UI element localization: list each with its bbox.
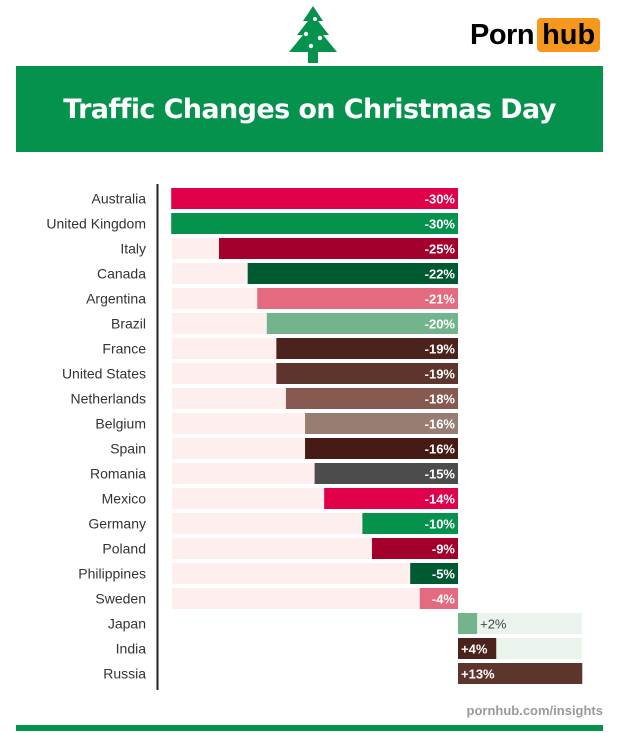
value-label: +2% [480, 617, 507, 632]
value-label: -16% [425, 442, 456, 457]
bar [419, 588, 458, 609]
category-label: Sweden [95, 591, 146, 607]
bar-chart: Australia -30% United Kingdom -30% Italy -25%… [46, 184, 583, 690]
bar [458, 613, 478, 634]
category-label: Poland [102, 541, 146, 557]
bar [285, 388, 458, 409]
category-label: Netherlands [71, 391, 147, 407]
bar [324, 488, 458, 509]
value-label: -19% [425, 342, 456, 357]
category-label: Mexico [102, 491, 147, 507]
category-label: Belgium [95, 416, 146, 432]
value-label: +4% [461, 642, 488, 657]
bar [219, 238, 458, 259]
category-label: Australia [92, 191, 147, 207]
logo-text-porn: Porn [470, 18, 535, 51]
bar-track [172, 588, 458, 609]
bar [458, 663, 583, 684]
logo-text-hub: hub [537, 18, 601, 52]
value-label: +13% [461, 667, 495, 682]
category-label: Philippines [78, 566, 146, 582]
value-label: -10% [425, 517, 456, 532]
bar-track [458, 613, 582, 634]
christmas-tree-icon [289, 6, 337, 63]
value-label: -14% [425, 492, 456, 507]
value-label: -16% [425, 417, 456, 432]
value-label: -9% [432, 542, 456, 557]
category-label: Japan [108, 616, 146, 632]
value-label: -21% [425, 292, 456, 307]
bar [305, 438, 458, 459]
category-label: India [116, 641, 147, 657]
category-label: Russia [103, 666, 146, 682]
bar [305, 413, 458, 434]
value-label: -30% [425, 217, 456, 232]
value-label: -20% [425, 317, 456, 332]
chart-title: Traffic Changes on Christmas Day [63, 93, 556, 125]
bar-track [172, 563, 458, 584]
bar [276, 363, 458, 384]
title-banner: Traffic Changes on Christmas Day [16, 66, 603, 152]
value-label: -30% [425, 192, 456, 207]
bottom-rule [16, 725, 603, 731]
category-label: United Kingdom [46, 216, 146, 232]
category-label: United States [62, 366, 146, 382]
bar [171, 213, 458, 234]
bar [458, 638, 497, 659]
category-label: Brazil [111, 316, 146, 332]
bar [171, 188, 458, 209]
bar [257, 288, 458, 309]
value-label: -4% [432, 592, 456, 607]
source-credit: pornhub.com/insights [466, 703, 604, 718]
category-label: Canada [97, 266, 146, 282]
category-label: Argentina [86, 291, 146, 307]
category-label: France [102, 341, 146, 357]
value-label: -18% [425, 392, 456, 407]
value-label: -22% [425, 267, 456, 282]
bar [266, 313, 458, 334]
category-label: Italy [120, 241, 146, 257]
bar [362, 513, 458, 534]
bar [371, 538, 458, 559]
value-label: -25% [425, 242, 456, 257]
value-label: -15% [425, 467, 456, 482]
category-label: Romania [90, 466, 146, 482]
value-label: -5% [432, 567, 456, 582]
category-label: Spain [110, 441, 146, 457]
value-label: -19% [425, 367, 456, 382]
bar [247, 263, 458, 284]
pornhub-logo: Porn hub [470, 18, 601, 52]
bar [314, 463, 458, 484]
bar [276, 338, 458, 359]
category-label: Germany [88, 516, 146, 532]
bar [410, 563, 458, 584]
